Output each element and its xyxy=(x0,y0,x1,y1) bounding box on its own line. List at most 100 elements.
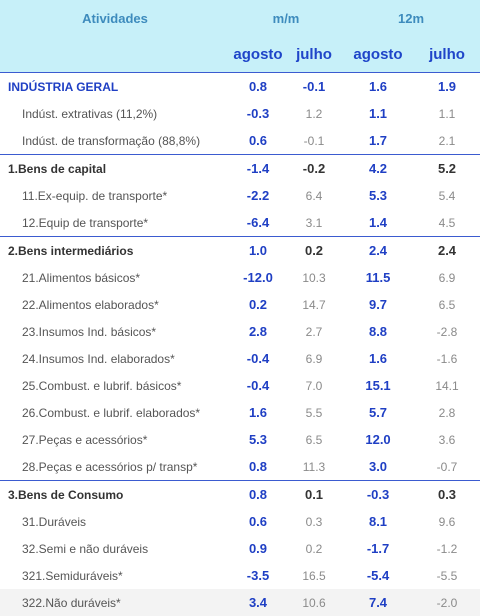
row-label: 21.Alimentos básicos* xyxy=(0,264,230,291)
cell-12m-agosto: 1.7 xyxy=(342,127,414,155)
cell-12m-julho: 14.1 xyxy=(414,372,480,399)
cell-12m-agosto: -0.3 xyxy=(342,481,414,509)
cell-12m-agosto: 1.4 xyxy=(342,209,414,237)
cell-12m-julho: -1.2 xyxy=(414,535,480,562)
cell-12m-agosto: 8.1 xyxy=(342,508,414,535)
cell-mm-agosto: 1.6 xyxy=(230,399,286,426)
cell-12m-agosto: 15.1 xyxy=(342,372,414,399)
cell-mm-julho: 1.2 xyxy=(286,100,342,127)
row-label: Indúst. de transformação (88,8%) xyxy=(0,127,230,155)
row-label: 31.Duráveis xyxy=(0,508,230,535)
cell-mm-julho: 6.5 xyxy=(286,426,342,453)
cell-mm-agosto: 0.2 xyxy=(230,291,286,318)
cell-12m-agosto: 12.0 xyxy=(342,426,414,453)
cell-mm-agosto: 2.8 xyxy=(230,318,286,345)
cell-mm-julho: 6.4 xyxy=(286,182,342,209)
cell-12m-julho: -2.0 xyxy=(414,589,480,616)
cell-mm-julho: 6.9 xyxy=(286,345,342,372)
cell-12m-agosto: -5.4 xyxy=(342,562,414,589)
cell-mm-agosto: 0.8 xyxy=(230,73,286,101)
row-label: Indúst. extrativas (11,2%) xyxy=(0,100,230,127)
cell-12m-julho: 6.9 xyxy=(414,264,480,291)
row-label: 11.Ex-equip. de transporte* xyxy=(0,182,230,209)
cell-12m-julho: 1.9 xyxy=(414,73,480,101)
row-label: 32.Semi e não duráveis xyxy=(0,535,230,562)
row-label: 28.Peças e acessórios p/ transp* xyxy=(0,453,230,481)
cell-12m-agosto: 3.0 xyxy=(342,453,414,481)
cell-12m-julho: -5.5 xyxy=(414,562,480,589)
cell-mm-julho: 3.1 xyxy=(286,209,342,237)
row-label: 25.Combust. e lubrif. básicos* xyxy=(0,372,230,399)
cell-mm-julho: 0.3 xyxy=(286,508,342,535)
cell-12m-julho: 2.8 xyxy=(414,399,480,426)
cell-mm-agosto: 5.3 xyxy=(230,426,286,453)
row-label: 12.Equip de transporte* xyxy=(0,209,230,237)
header-mm: m/m xyxy=(230,0,342,36)
cell-mm-agosto: -12.0 xyxy=(230,264,286,291)
cell-mm-julho: 2.7 xyxy=(286,318,342,345)
cell-12m-julho: -2.8 xyxy=(414,318,480,345)
cell-mm-julho: 5.5 xyxy=(286,399,342,426)
cell-12m-agosto: 8.8 xyxy=(342,318,414,345)
cell-mm-agosto: 1.0 xyxy=(230,237,286,265)
cell-mm-julho: 10.6 xyxy=(286,589,342,616)
header-atividades: Atividades xyxy=(0,0,230,36)
cell-mm-agosto: 0.8 xyxy=(230,481,286,509)
cell-12m-julho: 5.2 xyxy=(414,155,480,183)
cell-12m-julho: 5.4 xyxy=(414,182,480,209)
row-label: 3.Bens de Consumo xyxy=(0,481,230,509)
row-label: 1.Bens de capital xyxy=(0,155,230,183)
row-label: 23.Insumos Ind. básicos* xyxy=(0,318,230,345)
cell-12m-agosto: 5.3 xyxy=(342,182,414,209)
cell-mm-julho: 7.0 xyxy=(286,372,342,399)
cell-mm-agosto: 0.9 xyxy=(230,535,286,562)
cell-12m-julho: 2.4 xyxy=(414,237,480,265)
header-12m: 12m xyxy=(342,0,480,36)
cell-mm-julho: 14.7 xyxy=(286,291,342,318)
cell-12m-julho: 9.6 xyxy=(414,508,480,535)
cell-mm-julho: 16.5 xyxy=(286,562,342,589)
cell-12m-agosto: -1.7 xyxy=(342,535,414,562)
cell-mm-julho: 10.3 xyxy=(286,264,342,291)
cell-12m-julho: 6.5 xyxy=(414,291,480,318)
row-label: 24.Insumos Ind. elaborados* xyxy=(0,345,230,372)
cell-12m-julho: 2.1 xyxy=(414,127,480,155)
row-label: INDÚSTRIA GERAL xyxy=(0,73,230,101)
cell-12m-agosto: 11.5 xyxy=(342,264,414,291)
cell-12m-julho: -0.7 xyxy=(414,453,480,481)
cell-12m-agosto: 1.6 xyxy=(342,345,414,372)
cell-12m-agosto: 4.2 xyxy=(342,155,414,183)
cell-12m-agosto: 5.7 xyxy=(342,399,414,426)
row-label: 2.Bens intermediários xyxy=(0,237,230,265)
cell-mm-julho: 0.1 xyxy=(286,481,342,509)
header-12m-agosto: agosto xyxy=(342,36,414,73)
cell-mm-agosto: 0.6 xyxy=(230,508,286,535)
header-mm-agosto: agosto xyxy=(230,36,286,73)
header-blank xyxy=(0,36,230,73)
cell-12m-agosto: 2.4 xyxy=(342,237,414,265)
cell-mm-agosto: -3.5 xyxy=(230,562,286,589)
row-label: 322.Não duráveis* xyxy=(0,589,230,616)
row-label: 27.Peças e acessórios* xyxy=(0,426,230,453)
cell-12m-julho: -1.6 xyxy=(414,345,480,372)
cell-mm-agosto: -0.4 xyxy=(230,372,286,399)
cell-mm-agosto: 0.6 xyxy=(230,127,286,155)
cell-mm-julho: -0.2 xyxy=(286,155,342,183)
cell-12m-julho: 0.3 xyxy=(414,481,480,509)
row-label: 26.Combust. e lubrif. elaborados* xyxy=(0,399,230,426)
